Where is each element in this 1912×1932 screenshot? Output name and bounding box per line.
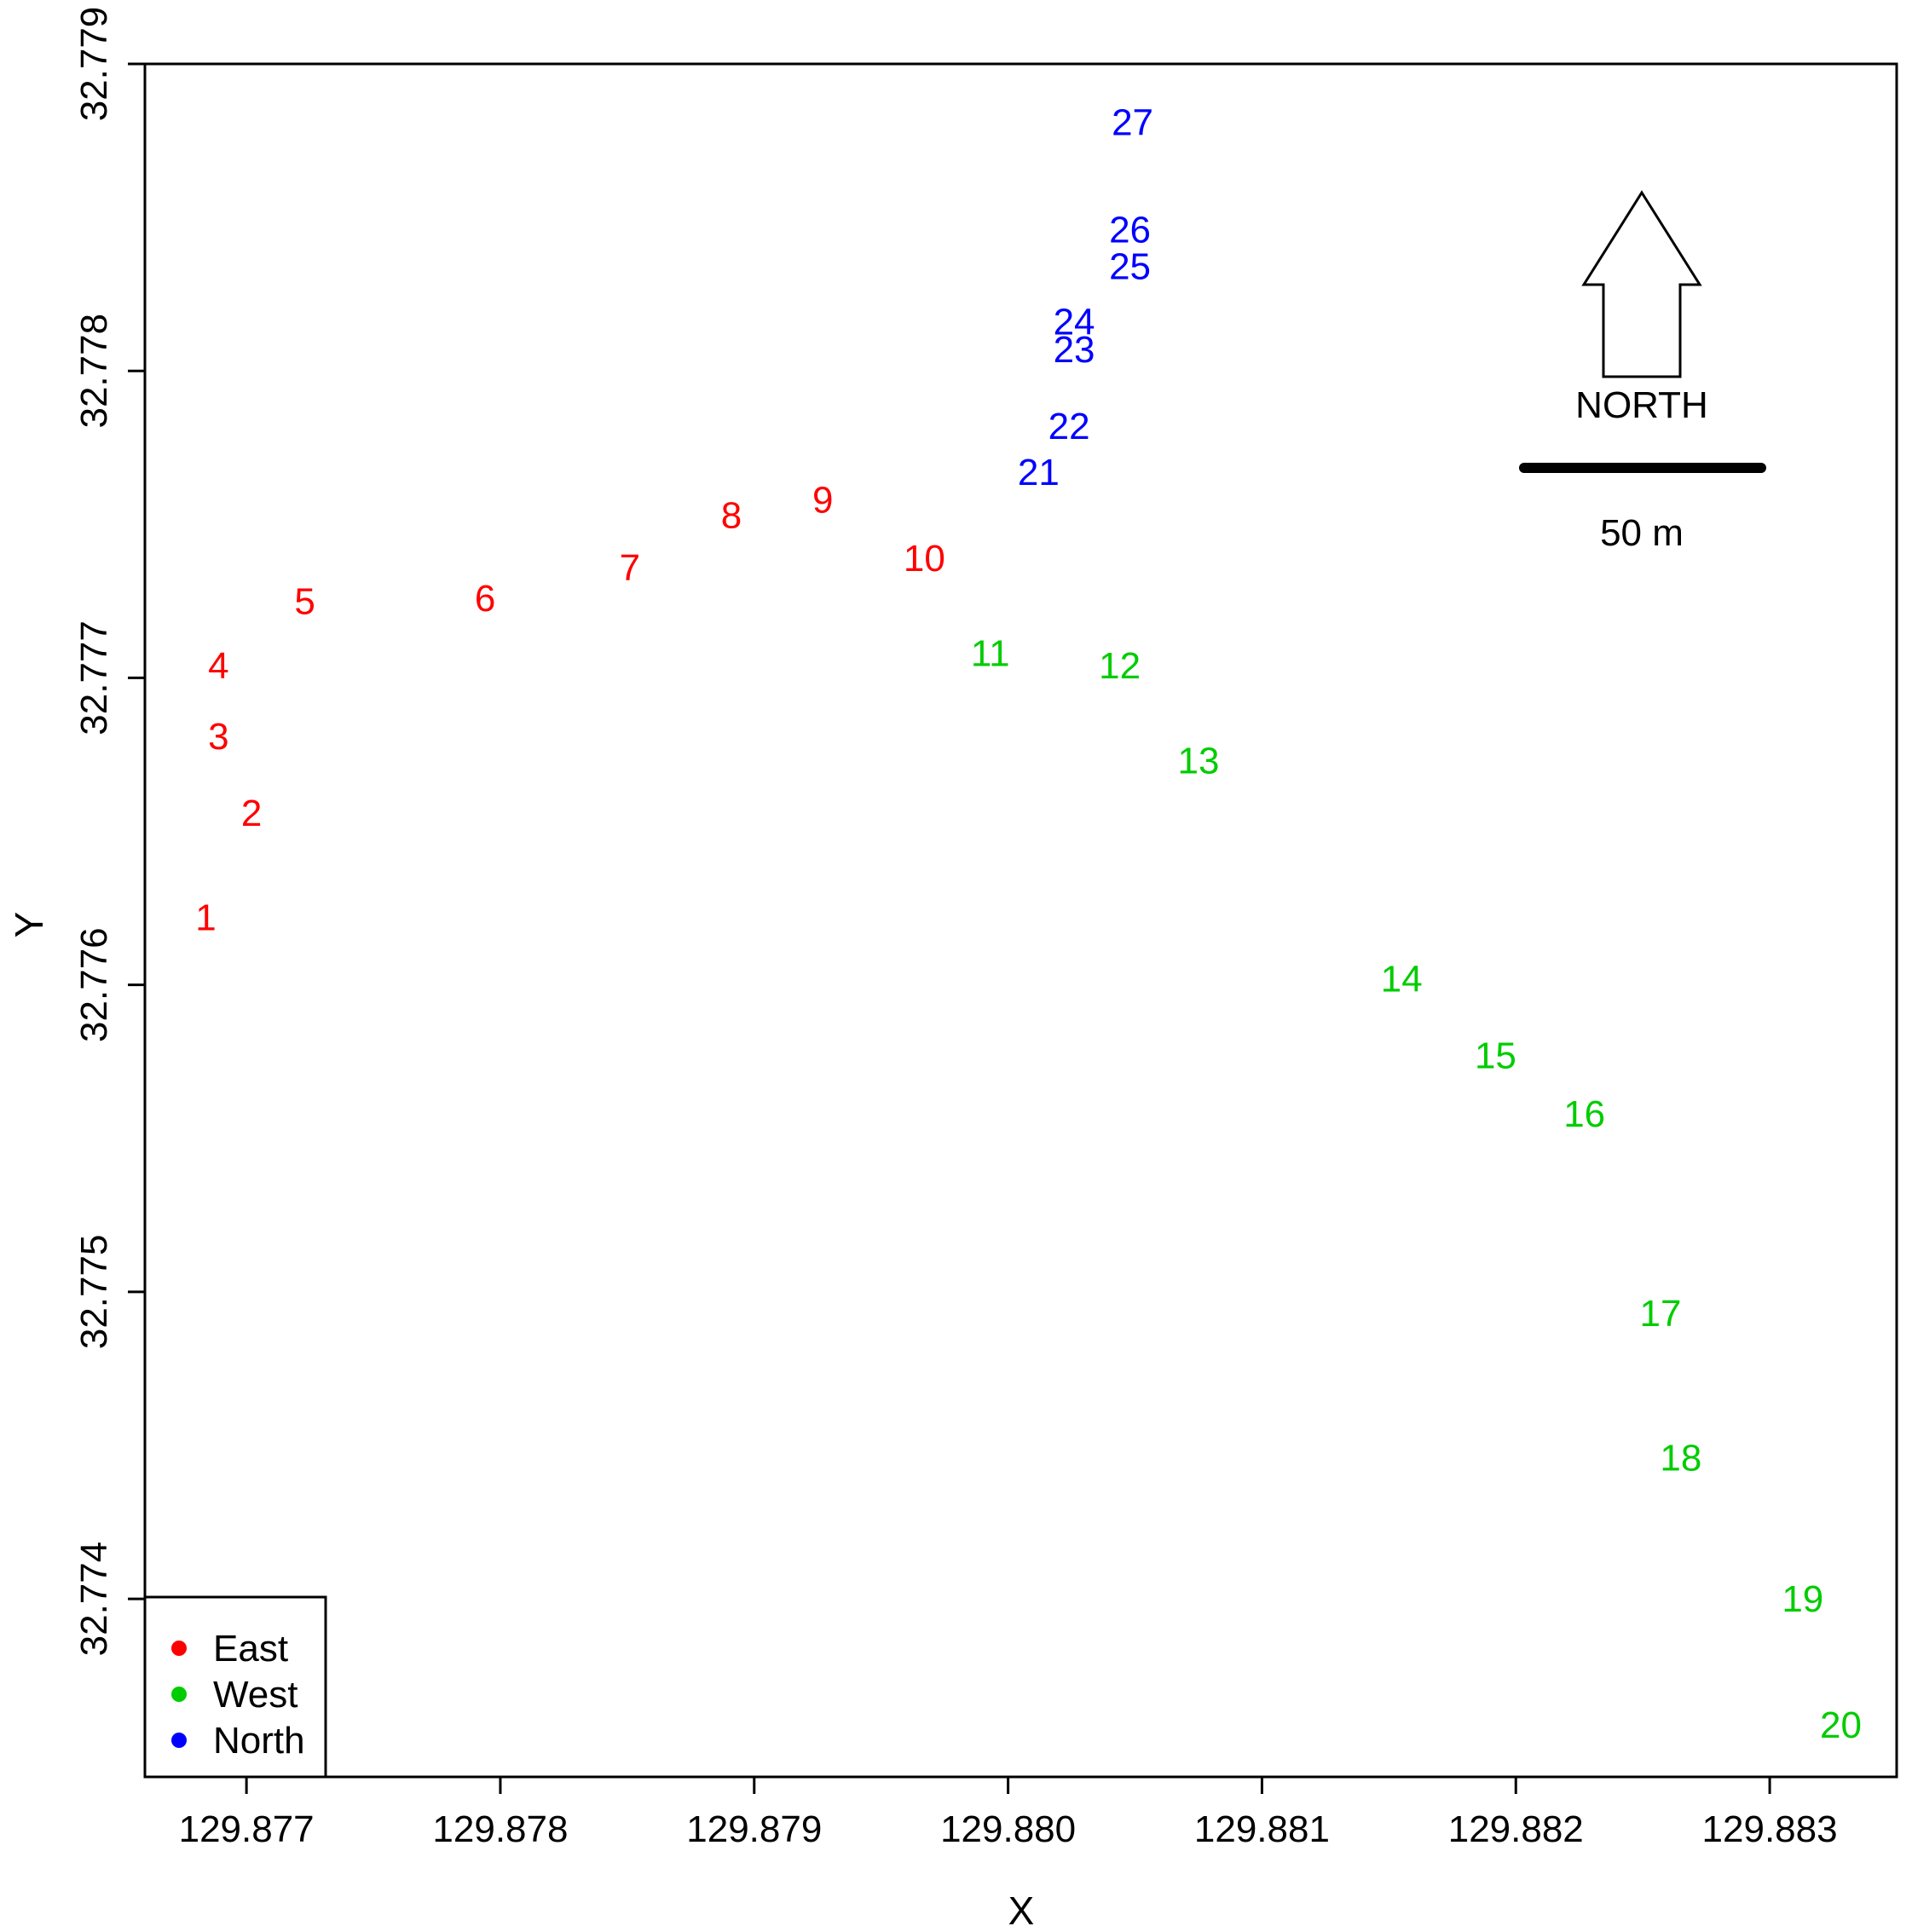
legend-marker-west	[171, 1687, 187, 1702]
legend-marker-north	[171, 1733, 187, 1748]
point-label-16: 16	[1563, 1093, 1605, 1135]
legend-marker-east	[171, 1641, 187, 1656]
point-label-9: 9	[812, 480, 833, 522]
point-label-24: 24	[1054, 302, 1095, 343]
point-label-2: 2	[241, 793, 262, 834]
x-axis-title: X	[1008, 1889, 1035, 1932]
point-label-12: 12	[1099, 645, 1141, 687]
point-label-17: 17	[1640, 1293, 1682, 1335]
point-label-6: 6	[475, 578, 495, 620]
y-tick-label: 32.777	[73, 620, 115, 735]
x-tick-label: 129.878	[432, 1808, 568, 1850]
plot-frame	[143, 62, 1898, 1779]
point-label-13: 13	[1178, 741, 1220, 782]
point-label-22: 22	[1048, 406, 1090, 447]
scale-bar: 50 m	[1519, 463, 1766, 554]
point-label-26: 26	[1109, 210, 1151, 251]
point-label-20: 20	[1820, 1704, 1862, 1746]
y-tick-label: 32.775	[73, 1235, 115, 1350]
point-label-11: 11	[971, 633, 1010, 675]
y-axis-title: Y	[7, 912, 51, 938]
x-tick-label: 129.877	[179, 1808, 315, 1850]
point-label-27: 27	[1112, 101, 1153, 143]
point-label-8: 8	[721, 495, 742, 537]
y-tick-label: 32.774	[73, 1542, 115, 1657]
x-tick-label: 129.881	[1194, 1808, 1330, 1850]
point-label-7: 7	[620, 547, 640, 589]
north-arrow-label: NORTH	[1575, 384, 1708, 426]
x-tick-label: 129.883	[1702, 1808, 1838, 1850]
point-label-14: 14	[1381, 958, 1423, 1000]
x-tick-label: 129.882	[1448, 1808, 1584, 1850]
point-label-23: 23	[1054, 329, 1095, 371]
legend-label-north: North	[213, 1720, 305, 1762]
point-label-1: 1	[195, 897, 216, 938]
x-tick-label: 129.880	[940, 1808, 1076, 1850]
point-label-19: 19	[1782, 1578, 1823, 1620]
x-axis: 129.877 129.878 129.879 129.880 129.881 129.8…	[179, 1777, 1838, 1850]
legend-label-east: East	[213, 1628, 288, 1670]
north-arrow: NORTH	[1575, 190, 1708, 426]
y-tick-label: 32.778	[73, 314, 115, 429]
point-label-21: 21	[1018, 452, 1060, 493]
point-label-18: 18	[1660, 1437, 1701, 1479]
legend-label-west: West	[213, 1674, 297, 1716]
point-label-15: 15	[1475, 1035, 1516, 1076]
point-label-3: 3	[208, 716, 228, 758]
y-tick-label: 32.776	[73, 927, 115, 1042]
x-tick-label: 129.879	[686, 1808, 822, 1850]
y-axis: 32.774 32.775 32.776 32.777 32.778 32.779	[73, 7, 145, 1657]
point-label-4: 4	[208, 645, 228, 687]
north-arrow-icon	[1581, 190, 1702, 378]
point-label-5: 5	[294, 580, 315, 622]
y-tick-label: 32.779	[73, 7, 115, 122]
point-label-10: 10	[904, 538, 945, 580]
legend-box	[143, 1595, 327, 1779]
point-label-25: 25	[1109, 246, 1151, 288]
scale-bar-label: 50 m	[1600, 512, 1684, 554]
